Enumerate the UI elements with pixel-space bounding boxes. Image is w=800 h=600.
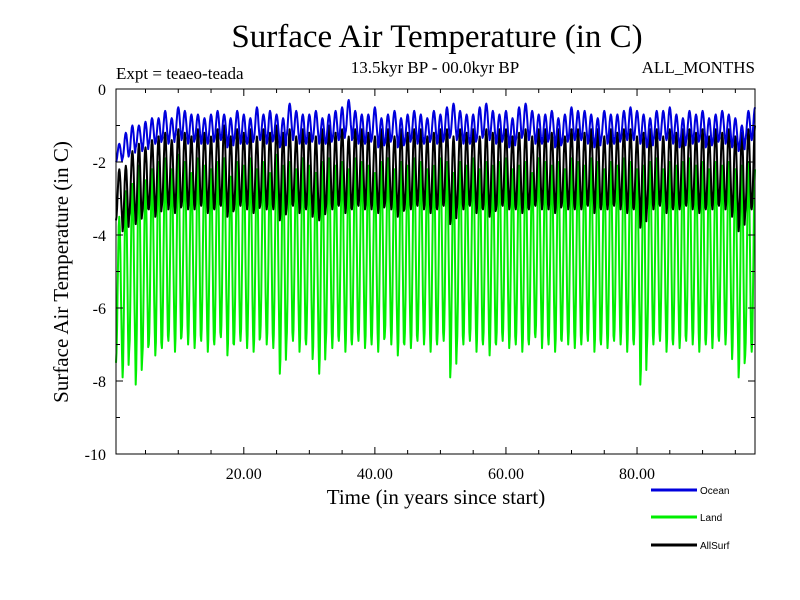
legend-label-land: Land <box>700 513 722 524</box>
y-tick-label: -8 <box>93 374 106 391</box>
chart-title: Surface Air Temperature (in C) <box>231 19 642 55</box>
series-layer <box>115 99 756 386</box>
legend-label-ocean: Ocean <box>700 486 729 497</box>
y-tick-label: -4 <box>93 228 106 245</box>
y-tick-label: -6 <box>93 301 106 318</box>
x-tick-label: 20.00 <box>226 466 262 483</box>
y-tick-label: 0 <box>98 82 106 99</box>
x-axis-label: Time (in years since start) <box>327 485 546 509</box>
x-tick-label: 40.00 <box>357 466 393 483</box>
chart-subtitle: 13.5kyr BP - 00.0kyr BP <box>351 58 519 77</box>
x-tick-label: 60.00 <box>488 466 524 483</box>
experiment-label: Expt = teaeo-teada <box>116 64 244 83</box>
legend-label-allsurf: AllSurf <box>700 541 730 552</box>
tick-label-layer: 20.00 40.00 60.00 80.00 0 -2 -4 -6 -8 -10 <box>85 82 655 483</box>
legend: Ocean Land AllSurf <box>651 486 730 552</box>
y-axis-label: Surface Air Temperature (in C) <box>49 141 73 403</box>
tick-layer <box>116 88 755 455</box>
y-tick-label: -2 <box>93 155 106 172</box>
series-line-ocean <box>115 99 756 163</box>
y-tick-label: -10 <box>85 447 106 464</box>
season-label: ALL_MONTHS <box>642 58 755 77</box>
series-line-land <box>115 153 756 386</box>
x-tick-label: 80.00 <box>619 466 655 483</box>
series-line-allsurf <box>115 124 756 233</box>
